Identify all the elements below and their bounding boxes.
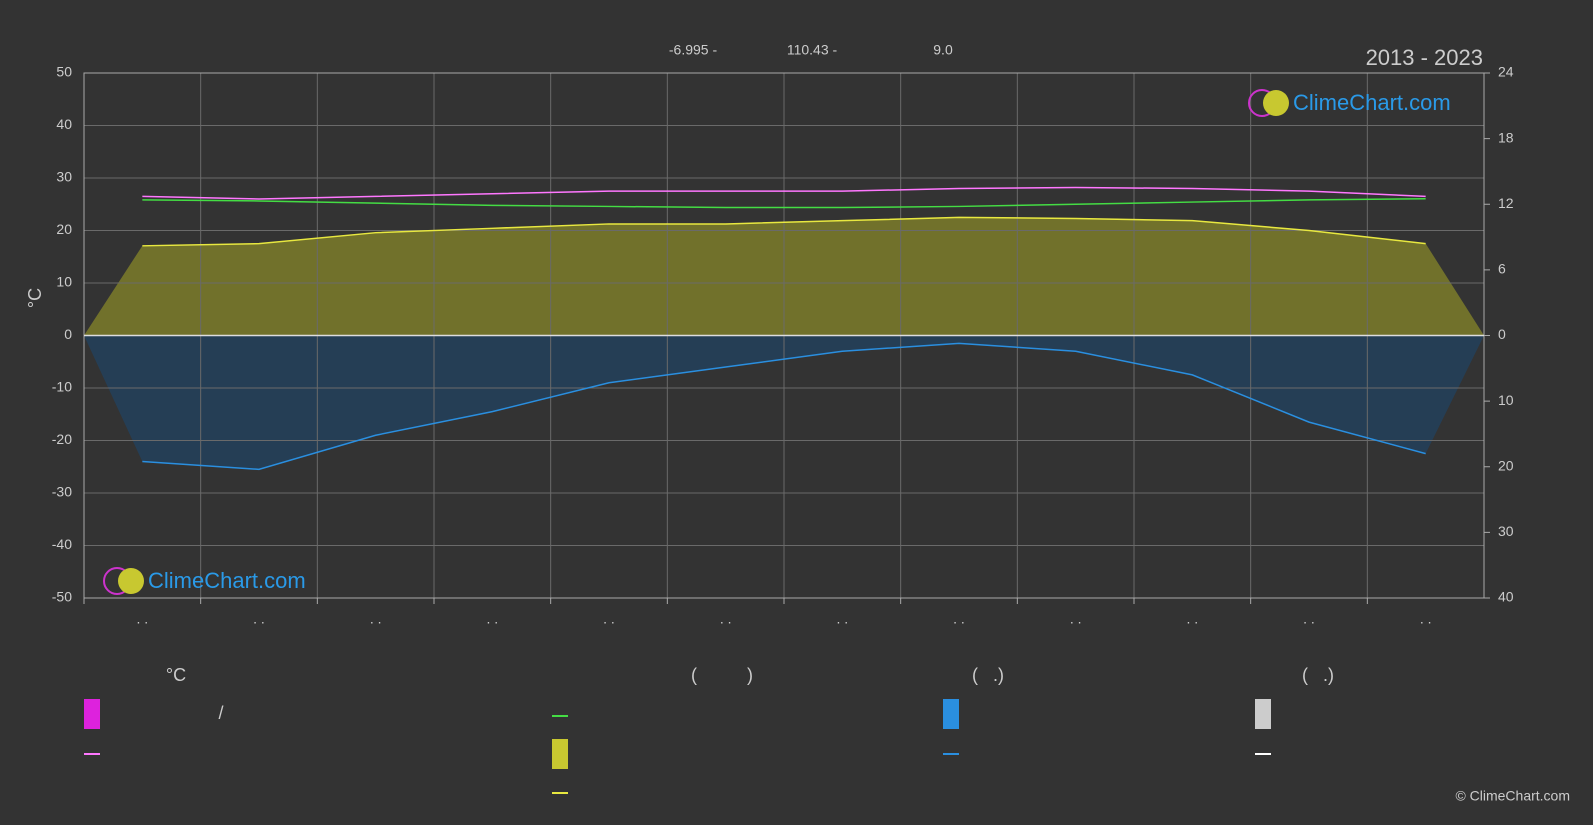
- y2-tick-label: 12: [1498, 195, 1514, 211]
- x-tick-label: . .: [1186, 611, 1198, 627]
- y-tick-label: -30: [52, 484, 72, 500]
- x-tick-label: . .: [953, 611, 965, 627]
- y-tick-label: 40: [56, 116, 72, 132]
- series-line: [142, 342, 1426, 471]
- y-tick-label: -10: [52, 379, 72, 395]
- series-line: [142, 216, 1426, 247]
- y3-tick-label: 30: [1498, 523, 1514, 539]
- x-tick-label: . .: [720, 611, 732, 627]
- x-tick-label: . .: [603, 611, 615, 627]
- x-tick-label: . .: [486, 611, 498, 627]
- copyright: © ClimeChart.com: [1455, 788, 1570, 804]
- x-tick-label: . .: [253, 611, 265, 627]
- y3-tick-label: 20: [1498, 457, 1514, 473]
- x-tick-label: . .: [836, 611, 848, 627]
- legend-header: ( .): [972, 665, 1004, 685]
- y-tick-label: -20: [52, 431, 72, 447]
- y-tick-label: 0: [64, 326, 72, 342]
- logo: ClimeChart.com: [103, 567, 306, 595]
- logo-text: ClimeChart.com: [1293, 90, 1451, 115]
- x-tick-label: . .: [1303, 611, 1315, 627]
- y-tick-label: -40: [52, 536, 72, 552]
- y2-tick-label: 24: [1498, 64, 1514, 80]
- y-axis-label: °C: [25, 288, 45, 308]
- x-tick-label: . .: [370, 611, 382, 627]
- legend-header: °C: [166, 665, 186, 685]
- y-tick-label: -50: [52, 589, 72, 605]
- elevation: 9.0: [933, 42, 953, 58]
- series-line: [142, 198, 1426, 209]
- x-tick-label: . .: [1420, 611, 1432, 627]
- y3-tick-label: 40: [1498, 589, 1514, 605]
- y3-tick-label: 10: [1498, 392, 1514, 408]
- legend-header: ( ): [691, 665, 753, 685]
- latitude: -6.995 -: [669, 42, 718, 58]
- logo-text: ClimeChart.com: [148, 568, 306, 593]
- y2-tick-label: 6: [1498, 261, 1506, 277]
- x-tick-label: . .: [1070, 611, 1082, 627]
- y-tick-label: 50: [56, 64, 72, 80]
- legend-swatches: [84, 699, 1271, 794]
- y2-tick-label: 0: [1498, 326, 1506, 342]
- logo: ClimeChart.com: [1248, 89, 1451, 117]
- y-tick-label: 30: [56, 169, 72, 185]
- years: 2013 - 2023: [1366, 45, 1483, 70]
- y-tick-label: 10: [56, 274, 72, 290]
- series-line: [142, 186, 1426, 200]
- y-tick-label: 20: [56, 221, 72, 237]
- y2-tick-label: 18: [1498, 129, 1514, 145]
- longitude: 110.43 -: [787, 42, 838, 58]
- legend-header: ( .): [1302, 665, 1334, 685]
- legend-text: /: [218, 703, 223, 723]
- x-tick-label: . .: [136, 611, 148, 627]
